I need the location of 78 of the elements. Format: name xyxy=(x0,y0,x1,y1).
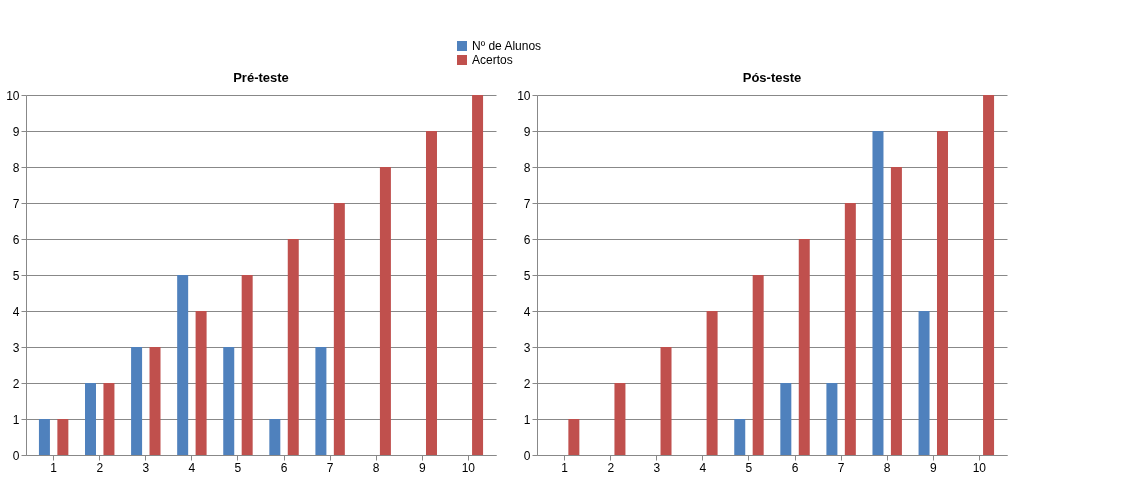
x-tick-label: 4 xyxy=(188,460,196,475)
x-tick-label: 1 xyxy=(50,460,58,475)
y-tick-label: 6 xyxy=(523,232,531,247)
y-tick-label: 10 xyxy=(6,88,20,103)
y-tick-label: 6 xyxy=(12,232,20,247)
x-tick-label: 3 xyxy=(142,460,150,475)
bar xyxy=(890,167,902,455)
bar xyxy=(660,347,672,455)
bar xyxy=(269,419,281,455)
chart-title: Pré-teste xyxy=(233,70,289,85)
y-tick-label: 5 xyxy=(523,268,531,283)
y-tick-label: 9 xyxy=(12,124,20,139)
y-tick-label: 10 xyxy=(517,88,531,103)
x-tick-label: 9 xyxy=(418,460,426,475)
bar xyxy=(177,275,189,455)
bar xyxy=(241,275,253,455)
y-tick-label: 0 xyxy=(523,448,531,463)
bar xyxy=(826,383,838,455)
bar xyxy=(780,383,792,455)
x-tick-label: 6 xyxy=(280,460,288,475)
x-tick-label: 2 xyxy=(96,460,104,475)
bar xyxy=(131,347,143,455)
x-tick-label: 5 xyxy=(234,460,242,475)
y-tick-label: 2 xyxy=(12,376,20,391)
x-tick-label: 3 xyxy=(653,460,661,475)
y-tick-label: 3 xyxy=(12,340,20,355)
y-tick-label: 4 xyxy=(12,304,20,319)
bar xyxy=(752,275,764,455)
y-tick-label: 5 xyxy=(12,268,20,283)
y-tick-label: 8 xyxy=(12,160,20,175)
x-tick-label: 9 xyxy=(929,460,937,475)
x-tick-label: 2 xyxy=(607,460,615,475)
x-tick-label: 8 xyxy=(372,460,380,475)
y-tick-label: 7 xyxy=(12,196,20,211)
chart-title: Pós-teste xyxy=(742,70,802,85)
bar xyxy=(918,311,930,455)
y-tick-label: 0 xyxy=(12,448,20,463)
x-tick-label: 8 xyxy=(883,460,891,475)
x-tick-label: 5 xyxy=(745,460,753,475)
y-tick-label: 2 xyxy=(523,376,531,391)
bar xyxy=(734,419,746,455)
y-tick-label: 8 xyxy=(523,160,531,175)
x-tick-label: 7 xyxy=(326,460,334,475)
bar xyxy=(223,347,235,455)
x-tick-label: 10 xyxy=(461,460,476,475)
bar xyxy=(333,203,345,455)
bar xyxy=(983,95,995,455)
legend-label: Nº de Alunos xyxy=(472,39,542,53)
legend-label: Acertos xyxy=(472,53,513,67)
bar xyxy=(872,131,884,455)
bar xyxy=(287,239,299,455)
x-tick-label: 4 xyxy=(699,460,707,475)
bar xyxy=(379,167,391,455)
bar xyxy=(798,239,810,455)
x-tick-label: 7 xyxy=(837,460,845,475)
bar xyxy=(706,311,718,455)
y-tick-label: 3 xyxy=(523,340,531,355)
bar xyxy=(936,131,948,455)
bar xyxy=(568,419,580,455)
bar xyxy=(425,131,437,455)
bar xyxy=(57,419,69,455)
bar xyxy=(85,383,97,455)
y-tick-label: 9 xyxy=(523,124,531,139)
bar xyxy=(614,383,626,455)
x-tick-label: 1 xyxy=(561,460,569,475)
bar xyxy=(195,311,207,455)
bar xyxy=(103,383,115,455)
bar xyxy=(472,95,484,455)
y-tick-label: 7 xyxy=(523,196,531,211)
bar xyxy=(844,203,856,455)
y-tick-label: 1 xyxy=(12,412,20,427)
x-tick-label: 6 xyxy=(791,460,799,475)
x-tick-label: 10 xyxy=(972,460,987,475)
bar xyxy=(315,347,327,455)
bar xyxy=(38,419,50,455)
y-tick-label: 1 xyxy=(523,412,531,427)
bar xyxy=(149,347,161,455)
y-tick-label: 4 xyxy=(523,304,531,319)
